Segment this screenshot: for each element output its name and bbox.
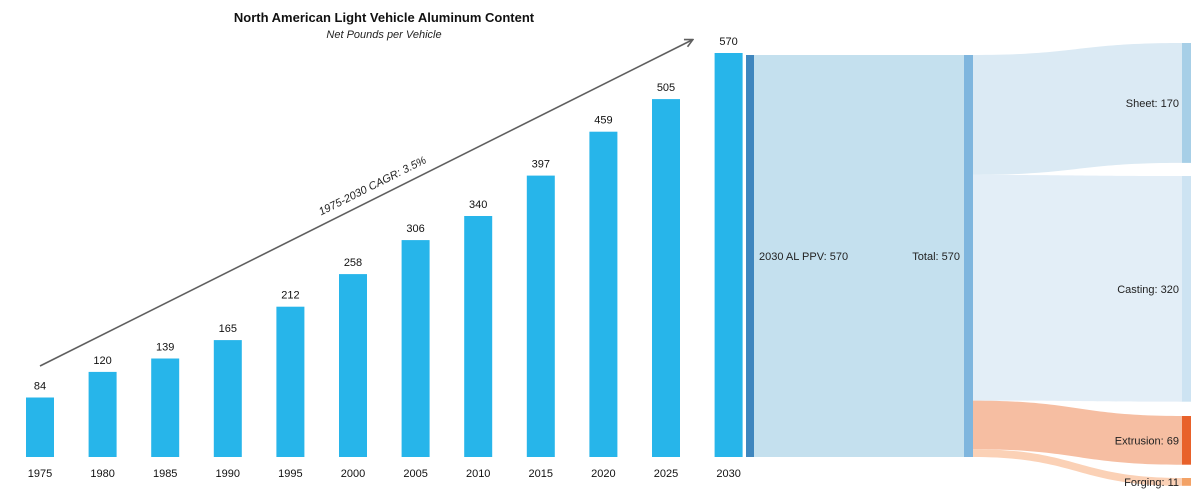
sankey-diagram: Sheet: 170 Casting: 320 Extrusion: 69 Forgi…	[746, 43, 1191, 489]
bar-series	[26, 53, 743, 457]
label-total: Total: 570	[912, 251, 960, 263]
node-sheet	[1182, 43, 1191, 163]
bar-2000	[339, 274, 367, 457]
node-forging	[1182, 478, 1191, 486]
node-source	[746, 55, 754, 457]
bar-2025	[652, 99, 680, 457]
x-tick-1975: 1975	[28, 468, 52, 480]
bar-1995	[276, 306, 305, 457]
data-labels: 84 120 139 165 212 258 306 340 397 459 505 570	[34, 36, 738, 393]
data-label-1985: 139	[156, 342, 174, 354]
data-label-1980: 120	[93, 355, 111, 367]
flow-sheet	[973, 43, 1182, 175]
data-label-2025: 505	[657, 82, 675, 94]
data-label-2010: 340	[469, 199, 487, 211]
chart-subtitle: Net Pounds per Vehicle	[326, 29, 441, 41]
data-label-2000: 258	[344, 257, 362, 269]
x-tick-2015: 2015	[529, 468, 553, 480]
flow-main	[754, 55, 964, 457]
data-label-2015: 397	[532, 159, 550, 171]
node-total	[964, 55, 973, 457]
x-tick-2020: 2020	[591, 468, 615, 480]
bar-1975	[26, 397, 54, 457]
data-label-2005: 306	[406, 223, 424, 235]
node-extrusion	[1182, 416, 1191, 465]
label-source: 2030 AL PPV: 570	[759, 251, 848, 263]
label-sheet: Sheet: 170	[1126, 98, 1179, 110]
data-label-1995: 212	[281, 290, 299, 302]
cagr-annotation: 1975-2030 CAGR: 3.5%	[317, 154, 429, 218]
flow-casting	[973, 174, 1182, 402]
data-label-2030: 570	[719, 36, 737, 48]
bar-2005	[401, 240, 430, 457]
bar-2010	[464, 216, 493, 457]
data-label-1990: 165	[219, 323, 237, 335]
x-tick-1985: 1985	[153, 468, 177, 480]
x-tick-2030: 2030	[716, 468, 740, 480]
bar-2020	[589, 131, 618, 457]
bar-2030	[714, 53, 743, 457]
label-extrusion: Extrusion: 69	[1115, 435, 1179, 447]
label-casting: Casting: 320	[1117, 284, 1179, 296]
x-tick-2000: 2000	[341, 468, 365, 480]
bar-1990	[213, 340, 242, 457]
label-forging: Forging: 11	[1124, 477, 1179, 489]
x-tick-2010: 2010	[466, 468, 490, 480]
bar-1985	[151, 358, 180, 457]
cagr-arrow	[39, 40, 692, 367]
bar-1980	[88, 371, 117, 457]
x-tick-2005: 2005	[403, 468, 427, 480]
x-tick-1980: 1980	[90, 468, 114, 480]
data-label-2020: 459	[594, 115, 612, 127]
x-tick-2025: 2025	[654, 468, 678, 480]
x-tick-1995: 1995	[278, 468, 302, 480]
flow-forging	[973, 449, 1182, 486]
bar-2015	[526, 175, 555, 457]
chart-title: North American Light Vehicle Aluminum Co…	[234, 10, 535, 25]
x-tick-1990: 1990	[216, 468, 240, 480]
data-label-1975: 84	[34, 381, 46, 393]
node-casting	[1182, 176, 1191, 402]
flow-extrusion	[973, 400, 1182, 465]
x-axis-ticks: 1975 1980 1985 1990 1995 2000 2005 2010 2015 2020…	[28, 468, 741, 480]
